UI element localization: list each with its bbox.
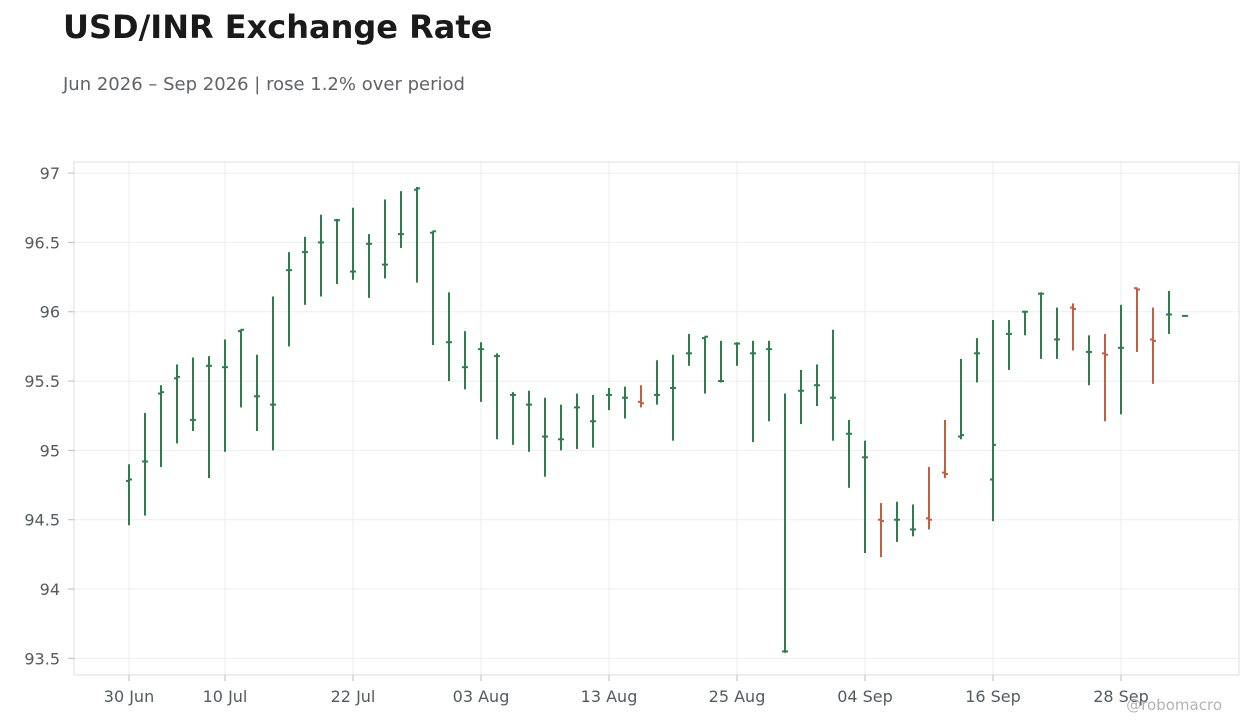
ohlc-bar — [222, 339, 228, 452]
ohlc-bar — [238, 328, 244, 408]
y-tick-label: 94 — [40, 580, 60, 599]
x-tick-label: 28 Sep — [1093, 687, 1149, 706]
ohlc-bar — [606, 387, 612, 411]
ohlc-bar — [590, 394, 596, 448]
watermark: @robomacro — [1126, 696, 1222, 714]
ohlc-bar — [206, 356, 212, 479]
ohlc-bar — [542, 397, 548, 477]
ohlc-bar — [1022, 310, 1028, 336]
x-tick-label: 22 Jul — [331, 687, 376, 706]
ohlc-bar — [366, 234, 372, 298]
ohlc-bar — [382, 199, 388, 279]
ohlc-bar — [414, 186, 420, 283]
y-tick-label: 93.5 — [24, 649, 60, 668]
y-tick-label: 96.5 — [24, 233, 60, 252]
ohlc-bar — [558, 404, 564, 451]
ohlc-bar — [1118, 304, 1124, 415]
ohlc-bar — [766, 340, 772, 422]
y-tick-label: 96 — [40, 303, 60, 322]
ohlc-bar — [910, 504, 916, 537]
y-tick-label: 94.5 — [24, 511, 60, 530]
x-tick-label: 13 Aug — [581, 687, 638, 706]
y-axis: 93.5 94 94.5 95 95.5 96 96.5 97 — [24, 164, 74, 668]
chart-subtitle: Jun 2026 – Sep 2026 | rose 1.2% over per… — [63, 74, 465, 95]
ohlc-bar — [638, 385, 644, 408]
ohlc-bar — [782, 393, 788, 653]
ohlc-bar — [350, 207, 356, 280]
ohlc-bar — [1054, 307, 1060, 359]
ohlc-bar — [686, 333, 692, 366]
ohlc-bar — [958, 358, 964, 440]
ohlc-bar — [702, 335, 708, 394]
y-tick-label: 95.5 — [24, 372, 60, 391]
ohlc-bar — [814, 364, 820, 407]
ohlc-bar — [1070, 303, 1076, 351]
ohlc-bar — [190, 357, 196, 431]
ohlc-bar — [574, 393, 580, 450]
x-tick-label: 25 Aug — [709, 687, 766, 706]
ohlc-bar — [926, 467, 932, 530]
x-tick-label: 16 Sep — [965, 687, 1021, 706]
y-tick-label: 97 — [40, 164, 60, 183]
ohlc-bar — [878, 503, 884, 558]
ohlc-bar — [494, 353, 500, 440]
ohlc-bar — [478, 342, 484, 402]
ohlc-bar — [446, 292, 452, 382]
grid — [74, 162, 1239, 675]
ohlc-bar — [142, 412, 148, 516]
ohlc-bar — [798, 369, 804, 425]
ohlc-bar — [334, 218, 340, 285]
ohlc-bar — [1038, 292, 1044, 359]
x-tick-label: 04 Sep — [837, 687, 893, 706]
ohlc-bar — [718, 340, 724, 383]
ohlc-bar — [1006, 320, 1012, 370]
ohlc-bar — [734, 342, 740, 366]
x-axis: 30 Jun 10 Jul 22 Jul 03 Aug 13 Aug 25 Aug 04 S… — [104, 675, 1149, 706]
ohlc-bar — [942, 419, 948, 479]
ohlc-bar — [894, 501, 900, 542]
ohlc-bar — [1102, 333, 1108, 422]
ohlc-bar — [1086, 335, 1092, 386]
ohlc-bar — [510, 392, 516, 445]
ohlc-bar — [302, 236, 308, 305]
ohlc-bar — [1134, 287, 1140, 352]
chart-title: USD/INR Exchange Rate — [63, 8, 493, 46]
ohlc-bar — [622, 386, 628, 419]
y-tick-label: 95 — [40, 441, 60, 460]
plot-area — [73, 161, 1240, 676]
ohlc-bar — [990, 320, 996, 522]
ohlc-bar — [974, 338, 980, 383]
ohlc-bar — [862, 440, 868, 553]
ohlc-bar — [830, 329, 836, 441]
ohlc-bar — [526, 390, 532, 452]
ohlc-bar — [158, 385, 164, 468]
ohlc-bar — [654, 360, 660, 405]
candles — [126, 186, 1188, 653]
ohlc-bar — [126, 464, 132, 526]
x-tick-label: 10 Jul — [203, 687, 248, 706]
x-tick-label: 30 Jun — [104, 687, 154, 706]
ohlc-bar — [462, 331, 468, 390]
ohlc-bar — [318, 214, 324, 297]
ohlc-bar — [286, 252, 292, 347]
x-tick-label: 03 Aug — [453, 687, 510, 706]
ohlc-bar — [846, 419, 852, 488]
ohlc-bar — [270, 296, 276, 451]
ohlc-bar — [750, 340, 756, 443]
ohlc-bar — [430, 230, 436, 346]
ohlc-bar — [254, 354, 260, 431]
ohlc-bar — [398, 191, 404, 248]
ohlc-bar — [670, 354, 676, 441]
ohlc-bar — [174, 364, 180, 444]
ohlc-bar — [1150, 307, 1156, 384]
ohlc-bar — [1166, 290, 1172, 334]
